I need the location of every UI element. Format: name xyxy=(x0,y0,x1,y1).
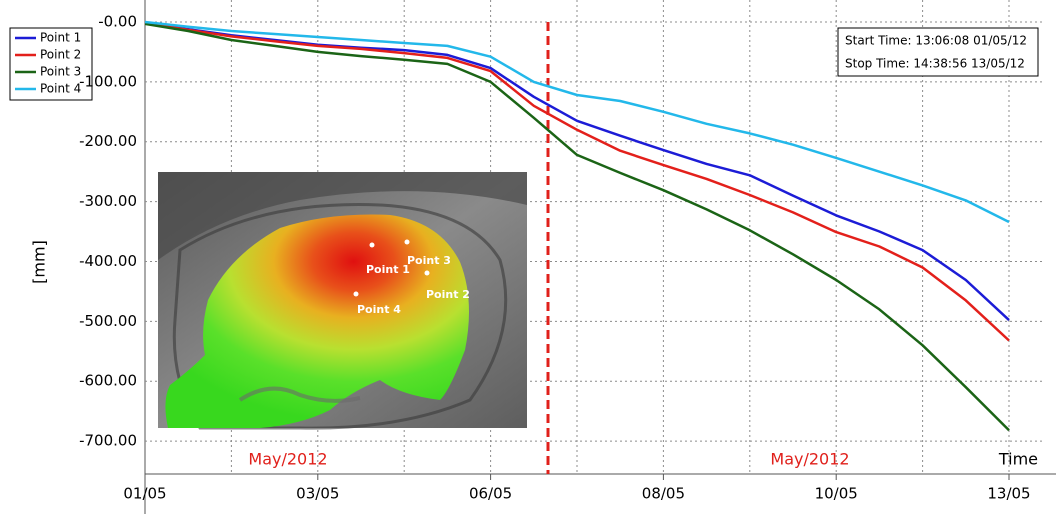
series-line xyxy=(145,22,1010,432)
y-tick-label: -600.00 xyxy=(79,372,137,390)
inset-crack xyxy=(238,386,361,403)
inset-point xyxy=(424,270,430,276)
y-tick-label: -200.00 xyxy=(79,132,137,150)
series-line xyxy=(145,20,1010,224)
x-tick-label: 13/05 xyxy=(987,485,1030,503)
inset-heatmap xyxy=(165,214,469,428)
x-tick-label: 01/05 xyxy=(123,485,166,503)
inset-point xyxy=(353,291,359,297)
x-tick-label: 08/05 xyxy=(642,485,685,503)
legend-label: Point 4 xyxy=(40,82,81,96)
inset-label: Point 3 xyxy=(407,254,451,267)
legend-frame xyxy=(9,27,93,101)
info-box-frame xyxy=(837,27,1039,77)
start-time: Start Time: 13:06:08 01/05/12 xyxy=(845,34,1027,48)
y-tick-label: -0.00 xyxy=(98,13,137,31)
x-tick-label: 10/05 xyxy=(815,485,858,503)
info-box: Start Time: 13:06:08 01/05/12 Stop Time:… xyxy=(837,27,1039,77)
inset-shadow xyxy=(158,172,527,260)
y-axis-title: [mm] xyxy=(30,240,49,284)
y-tick-label: -500.00 xyxy=(79,312,137,330)
annotation: May/2012 xyxy=(770,450,849,469)
stop-time: Stop Time: 14:38:56 13/05/12 xyxy=(845,57,1025,71)
series-line xyxy=(145,21,1010,342)
y-tick-label: -100.00 xyxy=(79,72,137,90)
x-tick-label: 06/05 xyxy=(469,485,512,503)
annotation: May/2012 xyxy=(248,450,327,469)
legend-label: Point 2 xyxy=(40,48,81,62)
x-tick-label: 03/05 xyxy=(296,485,339,503)
y-tick-label: -700.00 xyxy=(79,432,137,450)
inset-point xyxy=(369,242,375,248)
inset-label: Point 2 xyxy=(426,288,470,301)
legend-label: Point 3 xyxy=(40,65,81,79)
inset-label: Point 1 xyxy=(366,263,410,276)
y-tick-label: -400.00 xyxy=(79,252,137,270)
legend: Point 1 Point 2 Point 3 Point 4 xyxy=(9,27,93,101)
inset-image: Point 1 Point 2 Point 3 Point 4 xyxy=(158,172,527,430)
inset-label: Point 4 xyxy=(357,303,401,316)
inset-point xyxy=(404,239,410,245)
y-tick-label: -300.00 xyxy=(79,192,137,210)
x-axis-title: Time xyxy=(998,450,1038,469)
legend-label: Point 1 xyxy=(40,31,81,45)
series-layer xyxy=(145,20,1010,432)
